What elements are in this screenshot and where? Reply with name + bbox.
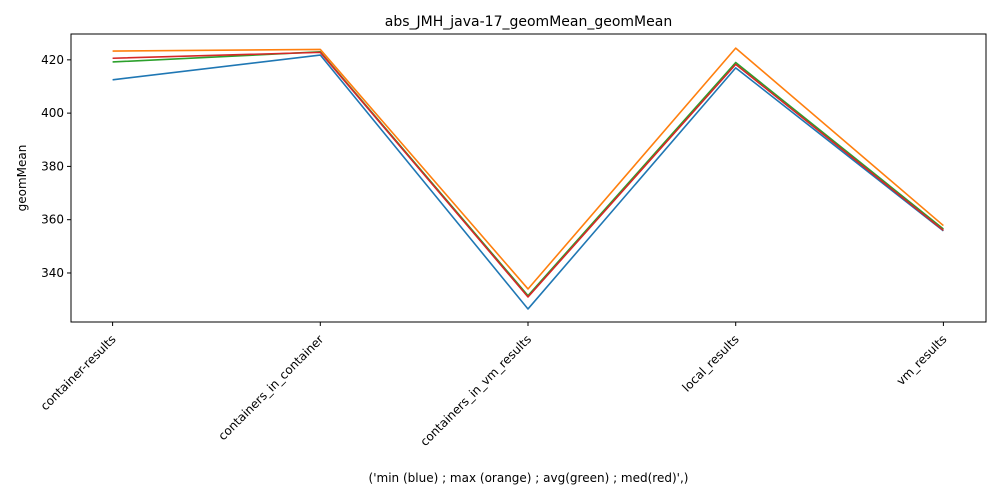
y-tick-label-0: 340	[41, 266, 64, 280]
x-axis-label: ('min (blue) ; max (orange) ; avg(green)…	[369, 471, 689, 485]
y-tick-label-1: 360	[41, 213, 64, 227]
y-tick-label-2: 380	[41, 159, 64, 173]
y-axis-label: geomMean	[15, 145, 29, 212]
y-axis: 340 360 380 400 420	[41, 53, 71, 280]
series-line-0	[112, 54, 944, 310]
series-layer	[112, 47, 944, 310]
y-tick-label-4: 420	[41, 53, 64, 67]
series-line-2	[112, 51, 944, 298]
series-line-3	[112, 47, 944, 290]
series-line-1	[112, 51, 944, 297]
y-tick-label-3: 400	[41, 106, 64, 120]
chart-title: abs_JMH_java-17_geomMean_geomMean	[385, 14, 672, 30]
